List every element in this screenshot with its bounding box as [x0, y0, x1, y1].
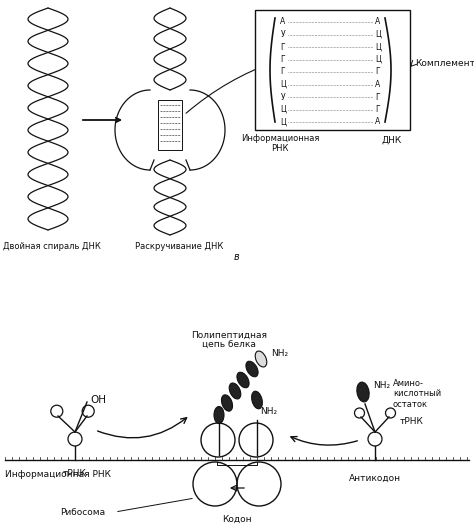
Text: Г: Г — [281, 42, 285, 52]
Text: А: А — [281, 17, 286, 26]
Text: NH₂: NH₂ — [271, 350, 288, 359]
Text: Г: Г — [376, 68, 380, 77]
Text: Комплементарность: Комплементарность — [415, 60, 474, 69]
Text: Ц: Ц — [375, 55, 381, 64]
Text: А: А — [375, 17, 381, 26]
Text: У: У — [281, 30, 285, 39]
Text: Г: Г — [281, 55, 285, 64]
Text: Ц: Ц — [280, 80, 286, 89]
Text: Ц: Ц — [375, 42, 381, 52]
Text: У: У — [281, 92, 285, 101]
Text: ДНК: ДНК — [382, 136, 402, 145]
Text: NH₂: NH₂ — [260, 408, 277, 417]
Text: Г: Г — [281, 68, 285, 77]
Text: Ц: Ц — [280, 105, 286, 114]
Ellipse shape — [252, 391, 263, 409]
Text: Кодон: Кодон — [222, 515, 252, 524]
Text: тРНК: тРНК — [400, 418, 424, 427]
Bar — [255, 10, 410, 130]
Text: Г: Г — [376, 105, 380, 114]
Ellipse shape — [255, 351, 267, 367]
Ellipse shape — [237, 372, 249, 388]
Text: Антикодон: Антикодон — [349, 474, 401, 483]
Ellipse shape — [246, 361, 258, 377]
Text: Амино-
кислотный
остаток: Амино- кислотный остаток — [393, 379, 441, 409]
Text: Информационная РНК: Информационная РНК — [5, 470, 111, 479]
Text: NH₂: NH₂ — [373, 382, 390, 391]
Text: Ц: Ц — [280, 118, 286, 127]
Text: Раскручивание ДНК: Раскручивание ДНК — [135, 242, 223, 251]
Text: Информационная
РНК: Информационная РНК — [241, 134, 319, 154]
Ellipse shape — [214, 407, 224, 423]
Text: Рибосома: Рибосома — [60, 508, 105, 517]
Ellipse shape — [357, 382, 369, 402]
Text: ОН: ОН — [90, 395, 106, 405]
Ellipse shape — [221, 395, 233, 411]
Text: Полипептидная
цепь белка: Полипептидная цепь белка — [191, 331, 267, 350]
Text: Двойная спираль ДНК: Двойная спираль ДНК — [3, 242, 101, 251]
Text: А: А — [375, 80, 381, 89]
Text: тРНК: тРНК — [63, 469, 87, 478]
Bar — [158, 100, 182, 150]
Text: в: в — [234, 252, 240, 262]
Ellipse shape — [229, 383, 241, 399]
Text: Г: Г — [376, 92, 380, 101]
Text: Ц: Ц — [375, 30, 381, 39]
Text: А: А — [375, 118, 381, 127]
